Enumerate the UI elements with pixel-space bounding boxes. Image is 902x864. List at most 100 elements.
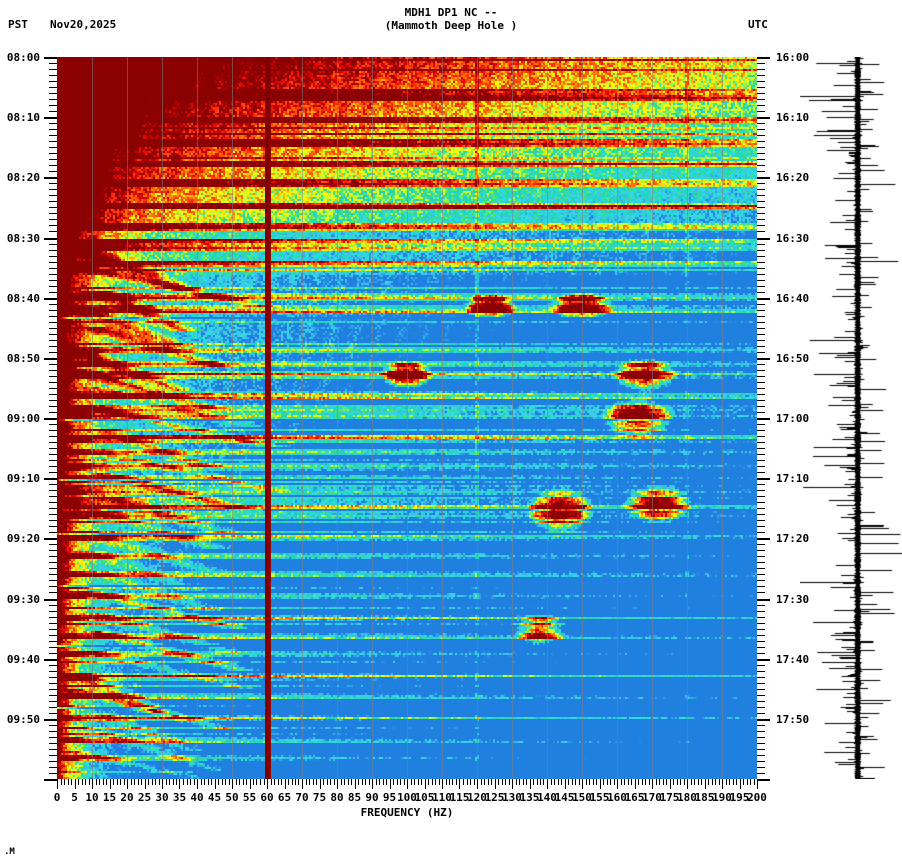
time-tick-minor — [49, 460, 57, 461]
freq-tick-minor — [152, 779, 153, 785]
freq-tick-minor — [155, 779, 156, 785]
freq-tick-minor — [579, 779, 580, 785]
freq-label: 165 — [624, 791, 645, 804]
time-tick-minor — [49, 183, 57, 184]
time-tick-minor — [49, 635, 57, 636]
freq-label: 65 — [277, 791, 292, 804]
time-label-local: 09:20 — [6, 532, 40, 545]
freq-label: 75 — [312, 791, 327, 804]
freq-tick-major — [302, 779, 303, 789]
freq-label: 150 — [572, 791, 592, 804]
freq-tick-minor — [593, 779, 594, 785]
time-tick-minor — [757, 743, 765, 744]
time-tick-minor — [757, 695, 765, 696]
spectrogram-plot[interactable] — [57, 57, 757, 779]
freq-tick-minor — [236, 779, 237, 785]
time-tick-minor — [49, 231, 57, 232]
freq-tick-minor — [243, 779, 244, 785]
time-tick-minor — [757, 430, 765, 431]
freq-tick-minor — [610, 779, 611, 785]
time-tick-minor — [757, 520, 765, 521]
freq-tick-minor — [201, 779, 202, 785]
freq-tick-major — [162, 779, 163, 789]
freq-tick-major — [530, 779, 531, 789]
freq-tick-minor — [225, 779, 226, 785]
freq-label: 110 — [432, 791, 452, 804]
time-label-local: 08:40 — [6, 292, 40, 305]
time-tick-minor — [49, 713, 57, 714]
freq-tick-major — [635, 779, 636, 789]
freq-tick-minor — [61, 779, 62, 785]
time-tick-minor — [49, 129, 57, 130]
freq-tick-major — [512, 779, 513, 789]
freq-tick-minor — [78, 779, 79, 785]
freq-tick-major — [600, 779, 601, 789]
time-tick-major — [757, 238, 770, 240]
freq-tick-minor — [194, 779, 195, 785]
freq-tick-minor — [117, 779, 118, 785]
freq-tick-minor — [446, 779, 447, 785]
time-tick-minor — [757, 340, 765, 341]
time-tick-minor — [49, 743, 57, 744]
freq-tick-major — [547, 779, 548, 789]
freq-tick-minor — [253, 779, 254, 785]
freq-tick-minor — [400, 779, 401, 785]
time-tick-minor — [757, 647, 765, 648]
freq-tick-minor — [543, 779, 544, 785]
freq-tick-minor — [288, 779, 289, 785]
time-tick-minor — [757, 183, 765, 184]
time-axis-local — [41, 57, 57, 781]
time-tick-minor — [49, 382, 57, 383]
freq-tick-minor — [502, 779, 503, 785]
time-tick-minor — [49, 274, 57, 275]
freq-tick-minor — [568, 779, 569, 785]
time-tick-minor — [757, 322, 765, 323]
time-tick-minor — [49, 250, 57, 251]
freq-tick-minor — [631, 779, 632, 785]
time-tick-minor — [757, 400, 765, 401]
time-tick-minor — [757, 550, 765, 551]
freq-tick-minor — [190, 779, 191, 785]
time-tick-minor — [49, 641, 57, 642]
time-tick-minor — [757, 334, 765, 335]
freq-tick-major — [320, 779, 321, 789]
freq-tick-minor — [754, 779, 755, 785]
freq-tick-major — [390, 779, 391, 789]
time-tick-minor — [757, 268, 765, 269]
freq-tick-minor — [120, 779, 121, 785]
time-tick-minor — [49, 532, 57, 533]
time-tick-minor — [757, 580, 765, 581]
time-tick-minor — [49, 454, 57, 455]
time-tick-major — [757, 117, 770, 119]
freq-tick-major — [617, 779, 618, 789]
date-label: Nov20,2025 — [50, 18, 117, 31]
time-tick-major — [44, 298, 57, 300]
time-tick-minor — [49, 207, 57, 208]
freq-tick-minor — [222, 779, 223, 785]
freq-label: 15 — [102, 791, 117, 804]
freq-tick-minor — [278, 779, 279, 785]
freq-tick-minor — [309, 779, 310, 785]
time-tick-minor — [49, 592, 57, 593]
time-tick-major — [757, 418, 770, 420]
time-tick-minor — [49, 165, 57, 166]
time-label-local: 09:30 — [6, 593, 40, 606]
freq-label: 25 — [137, 791, 152, 804]
frequency-axis — [57, 779, 758, 789]
time-tick-minor — [757, 725, 765, 726]
freq-tick-minor — [642, 779, 643, 785]
time-tick-minor — [757, 767, 765, 768]
freq-tick-minor — [719, 779, 720, 785]
time-tick-minor — [49, 316, 57, 317]
time-tick-minor — [757, 653, 765, 654]
time-tick-minor — [757, 707, 765, 708]
freq-tick-minor — [404, 779, 405, 785]
freq-label: 30 — [155, 791, 169, 804]
freq-tick-minor — [348, 779, 349, 785]
time-tick-minor — [757, 605, 765, 606]
time-tick-minor — [757, 611, 765, 612]
freq-tick-minor — [106, 779, 107, 785]
time-tick-minor — [757, 364, 765, 365]
freq-label: 115 — [449, 791, 470, 804]
time-tick-minor — [49, 153, 57, 154]
